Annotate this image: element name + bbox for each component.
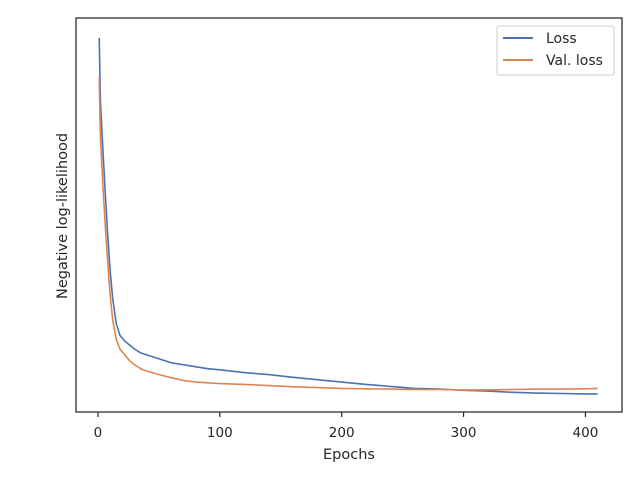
x-tick-label: 100: [207, 425, 233, 441]
series-lines: [98, 37, 598, 395]
x-tick-label: 400: [573, 425, 599, 441]
x-tick-label: 200: [329, 425, 355, 441]
x-axis-label: Epochs: [323, 447, 375, 463]
legend-label-loss: Loss: [546, 31, 577, 47]
x-tick-label: 300: [451, 425, 477, 441]
legend: Loss Val. loss: [496, 25, 615, 76]
series-line-loss: [98, 37, 598, 395]
plot-frame: [75, 17, 623, 413]
series-line-val-loss: [98, 77, 598, 391]
x-tick-label: 0: [94, 425, 103, 441]
y-axis-label: Negative log-likelihood: [55, 133, 71, 299]
legend-label-val-loss: Val. loss: [546, 53, 603, 69]
x-axis-ticks: 0 100 200 300 400: [94, 412, 599, 441]
